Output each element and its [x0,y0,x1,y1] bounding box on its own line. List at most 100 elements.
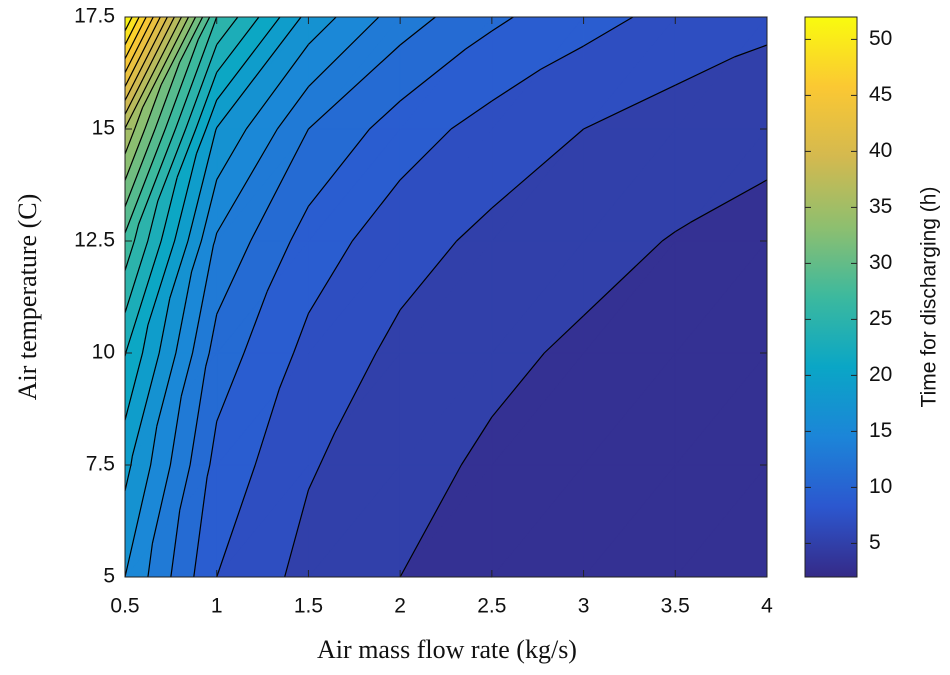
contour-line [170,510,181,578]
contour-line [450,100,493,130]
contour-line [292,313,309,354]
contour-line [200,179,218,242]
contour-line [351,179,401,242]
contour-line [674,221,691,233]
colorbar-tick-label: 25 [869,307,892,330]
contour-line [690,179,768,223]
contour-line [399,128,452,181]
contour-line [208,314,218,354]
x-tick-label: 3 [578,595,590,618]
y-tick-label: 5 [103,565,115,588]
contour-line [491,68,542,102]
contour-line [147,240,176,326]
contour-line [124,128,156,207]
contour-line [173,153,198,242]
contour-line [193,476,208,578]
contour-line [734,44,768,58]
contour-line [142,16,190,108]
contour-line [124,16,154,73]
colorbar [804,16,858,578]
contour-line [465,30,493,50]
contour-line [212,240,216,246]
contour-lines [124,16,768,578]
contour-line [195,72,218,130]
contour-line [164,39,199,130]
contour-line [169,240,189,299]
contour-line [157,128,187,202]
contour-line [254,388,281,466]
contour-line [124,128,136,155]
contour-line [214,232,218,242]
contour-line [308,44,401,130]
contour-line [369,100,401,130]
contour-line [216,464,256,578]
contour-line [179,16,204,63]
colorbar-label: Time for discharging (h) [918,187,941,408]
contour-line [134,107,144,130]
contour-line [216,16,281,101]
colorbar-tick-label: 15 [869,419,892,442]
contour-line [124,16,175,115]
contour-line [124,240,149,314]
contour-line [491,352,545,418]
contour-line [583,84,676,130]
colorbar-tick-label: 10 [869,475,892,498]
contour-line [308,16,337,45]
colorbar-tick-label: 40 [869,139,892,162]
x-tick-label: 1 [211,595,223,618]
contour-line [133,224,140,242]
colorbar-tick-label: 20 [869,363,892,386]
contour-line [399,48,467,102]
contour-line [130,455,133,466]
contour-line [156,352,177,427]
contour-line [124,128,146,181]
x-axis-label: Air mass flow rate (kg/s) [317,635,577,664]
contour-line [205,99,218,130]
y-tick-label: 12.5 [74,229,115,252]
x-tick-label: 1.5 [294,595,323,618]
contour-line [216,240,252,315]
contour-line [158,298,171,354]
contour-line [216,16,260,73]
contour-line [124,464,132,491]
colorbar-tick-label: 35 [869,195,892,218]
contour-line [399,16,436,46]
y-axis-label: Air temperature (C) [13,194,42,400]
contour-line [289,205,309,242]
contour-line [125,240,162,352]
contour-line [334,352,377,434]
contour-line [151,464,171,544]
contour-line [160,16,197,86]
y-tick-label: 7.5 [86,453,115,476]
contour-line [144,84,162,130]
x-tick-label: 2 [394,595,406,618]
contour-line [175,271,193,354]
contour-line [197,16,211,40]
contour-line [491,16,514,32]
contour-line [147,543,153,578]
contour-line [174,16,218,130]
contour-line [150,426,158,466]
contour-line [250,128,309,242]
contour-line [216,128,247,180]
colorbar-tick-label: 5 [869,531,881,554]
contour-line [206,464,211,477]
y-tick-label: 17.5 [74,5,115,28]
contour-line [124,16,182,129]
contour-line [124,16,161,87]
contour-line [124,240,135,271]
contour-line [191,244,215,354]
contour-line [195,128,207,154]
x-tick-label: 2.5 [477,595,506,618]
contour-line [245,44,309,130]
contour-line [675,56,735,86]
contour-line [191,240,202,272]
axes: 0.5 1 1.5 2 2.5 3 3.5 457.51012.51517.551015202… [74,5,892,618]
contour-line [399,464,462,578]
contour-line [124,16,147,60]
contour-line [540,45,584,70]
contour-line [124,16,133,32]
contour-line [147,200,159,242]
contour-line [185,44,218,130]
